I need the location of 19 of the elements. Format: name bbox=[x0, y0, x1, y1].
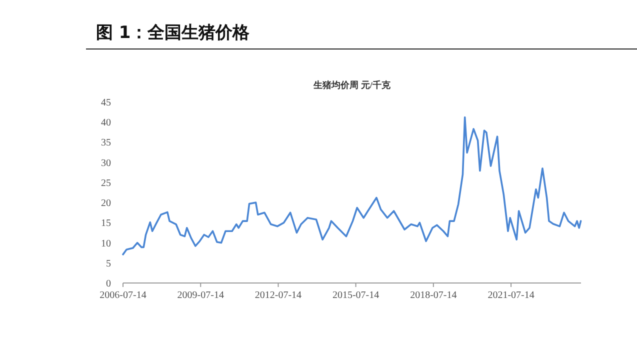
y-tick-label: 0 bbox=[106, 278, 111, 290]
x-tick-label: 2009-07-14 bbox=[177, 290, 224, 301]
chart-subtitle: 生猪均价周 元/千克 bbox=[312, 80, 392, 90]
x-tick-label: 2006-07-14 bbox=[100, 290, 146, 301]
chart-title: 图 1：全国生猪价格 bbox=[96, 23, 251, 43]
y-tick-label: 40 bbox=[101, 118, 111, 129]
x-tick-label: 2021-07-14 bbox=[488, 290, 534, 301]
y-tick-label: 20 bbox=[101, 198, 111, 210]
y-tick-label: 25 bbox=[101, 178, 111, 189]
y-tick-label: 30 bbox=[101, 158, 111, 169]
x-tick-label: 2018-07-14 bbox=[410, 290, 457, 301]
x-tick-label: 2012-07-14 bbox=[254, 290, 302, 301]
line-series bbox=[122, 116, 582, 256]
x-tick-label: 2015-07-14 bbox=[332, 290, 380, 301]
y-tick-label: 5 bbox=[106, 258, 111, 270]
y-tick-label: 15 bbox=[101, 218, 111, 230]
y-tick-label: 35 bbox=[101, 138, 111, 149]
y-tick-label: 10 bbox=[101, 238, 111, 250]
y-tick-label: 45 bbox=[101, 98, 111, 108]
